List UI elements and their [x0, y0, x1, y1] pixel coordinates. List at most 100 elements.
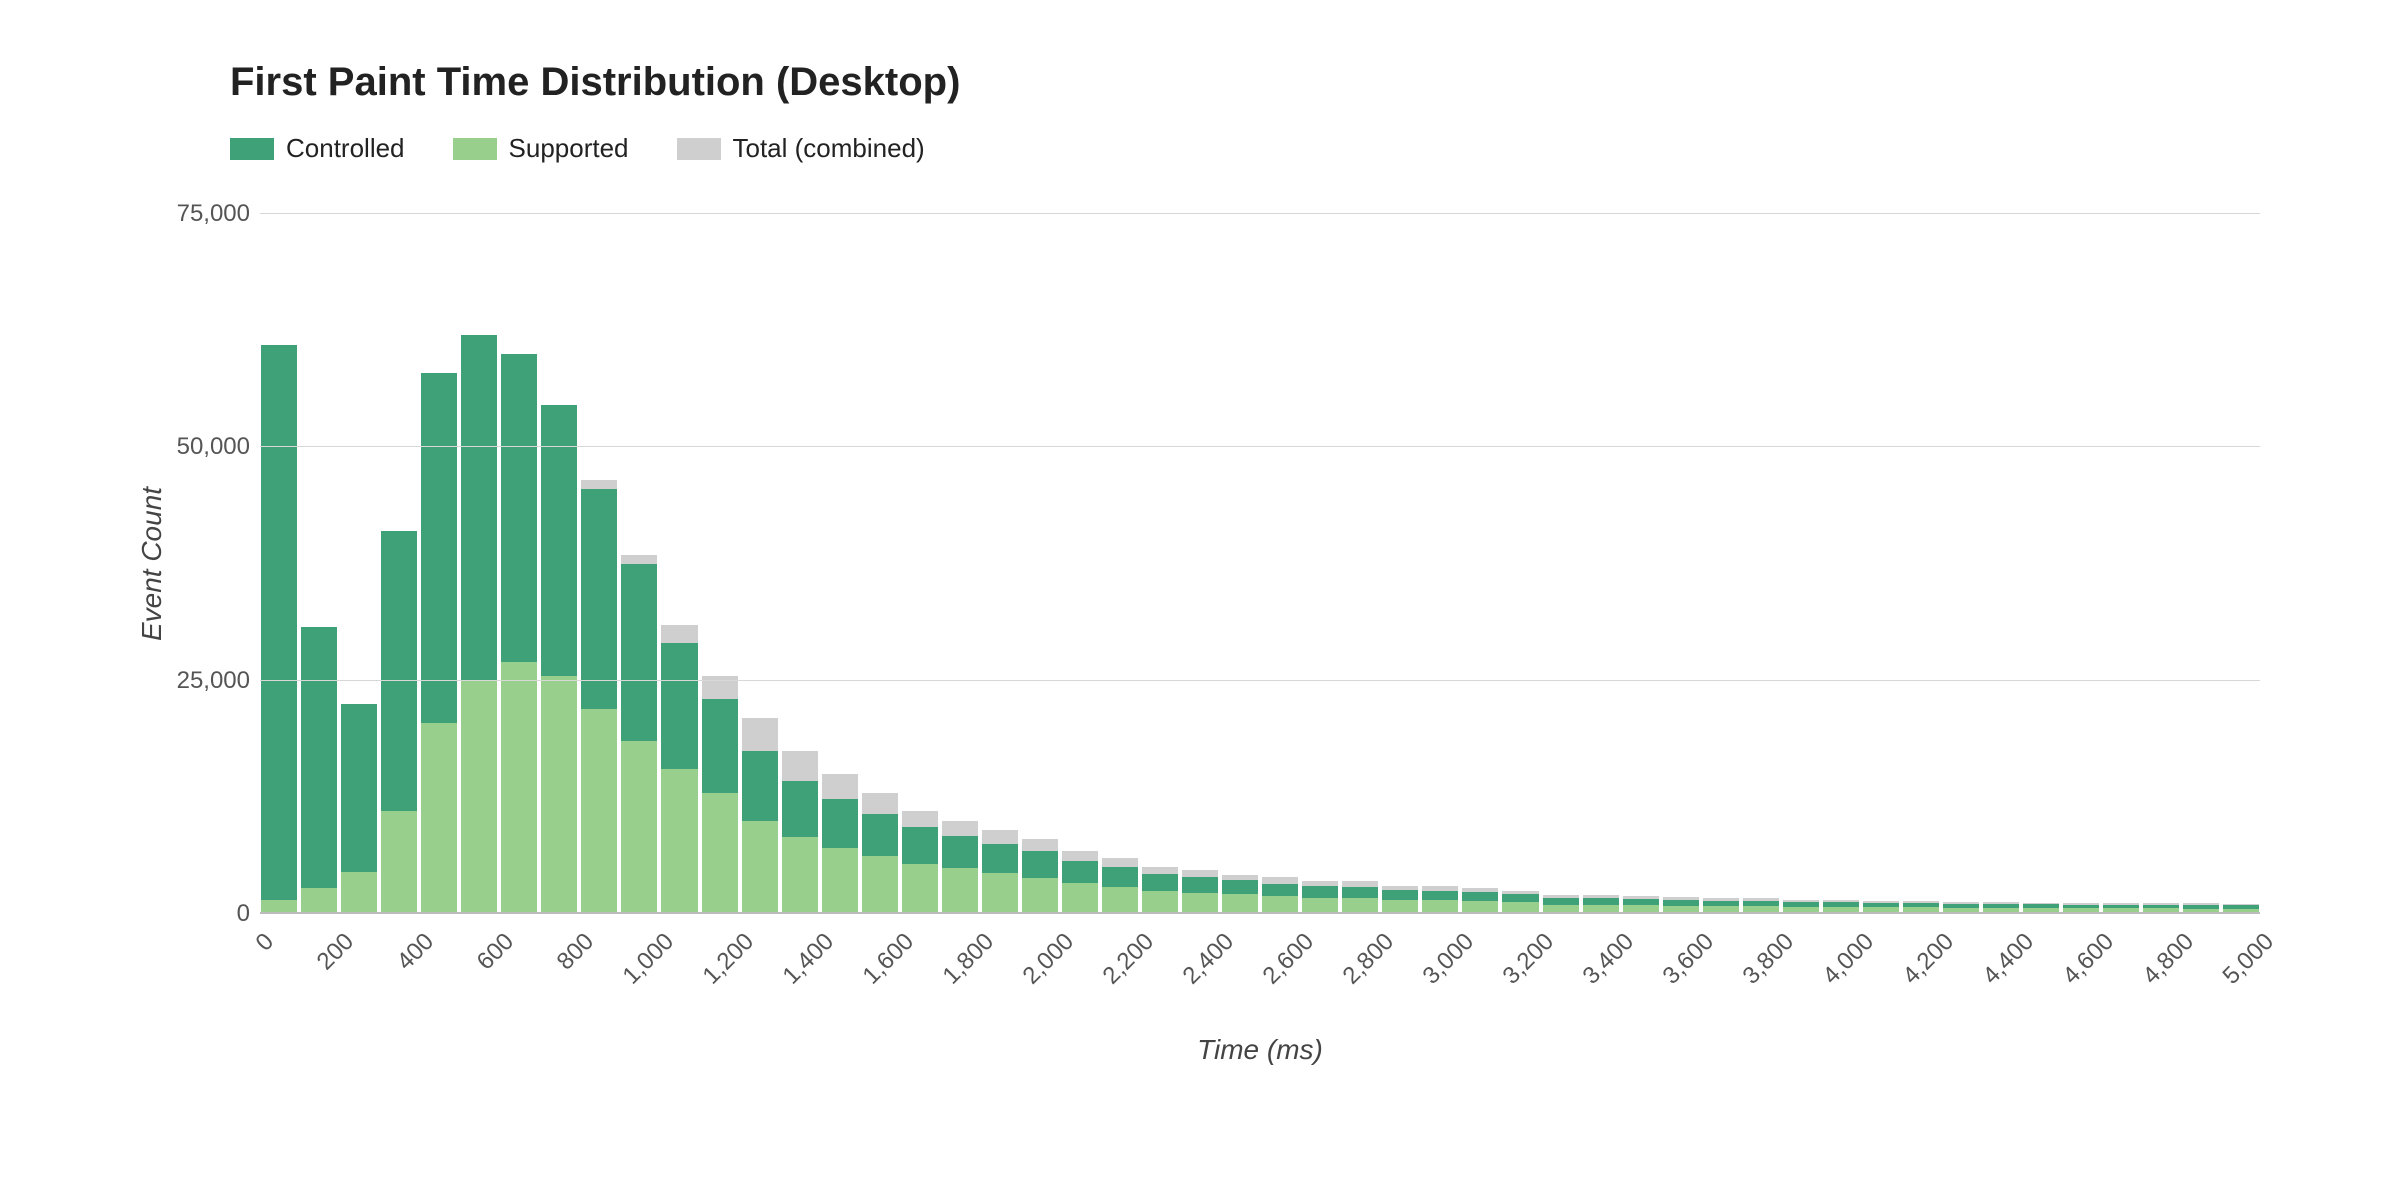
histogram-bin — [1421, 214, 1459, 914]
y-axis: 025,00050,00075,000 — [150, 214, 250, 914]
histogram-bin — [2102, 214, 2140, 914]
histogram-bin — [580, 214, 618, 914]
histogram-bin — [1101, 214, 1139, 914]
grid-line — [260, 680, 2260, 681]
y-tick-label: 75,000 — [150, 200, 250, 228]
x-tick-label: 2,000 — [1060, 928, 1080, 948]
histogram-bin — [1662, 214, 1700, 914]
histogram-bin — [741, 214, 779, 914]
histogram-bin — [1221, 214, 1259, 914]
bar-controlled — [301, 627, 337, 914]
x-tick-label: 1,600 — [900, 928, 920, 948]
x-tick-label: 1,400 — [820, 928, 840, 948]
x-axis-ticks: 02004006008001,0001,2001,4001,6001,8002,… — [260, 928, 2260, 998]
histogram-bin — [1061, 214, 1099, 914]
bar-supported — [541, 676, 577, 914]
x-tick-label: 4,000 — [1860, 928, 1880, 948]
histogram-bin — [380, 214, 418, 914]
bar-supported — [902, 864, 938, 914]
x-tick-label: 1,800 — [980, 928, 1000, 948]
x-tick-label: 4,200 — [1940, 928, 1960, 948]
x-tick-label: 2,200 — [1140, 928, 1160, 948]
histogram-bin — [1381, 214, 1419, 914]
legend-item-controlled: Controlled — [230, 133, 405, 164]
x-tick-label: 1,000 — [660, 928, 680, 948]
histogram-bin — [821, 214, 859, 914]
histogram-bin — [2022, 214, 2060, 914]
y-tick-label: 50,000 — [150, 433, 250, 461]
x-tick-label: 3,800 — [1780, 928, 1800, 948]
histogram-bin — [2062, 214, 2100, 914]
histogram-bin — [500, 214, 538, 914]
x-tick-label: 200 — [340, 928, 360, 948]
legend-label-total: Total (combined) — [733, 133, 925, 164]
histogram-bin — [1021, 214, 1059, 914]
chart-container: First Paint Time Distribution (Desktop) … — [0, 0, 2400, 1200]
x-tick-label: 2,400 — [1220, 928, 1240, 948]
legend-item-supported: Supported — [453, 133, 629, 164]
bar-supported — [1182, 893, 1218, 914]
legend: Controlled Supported Total (combined) — [230, 133, 2260, 164]
bar-supported — [661, 769, 697, 914]
bar-supported — [581, 709, 617, 914]
bar-supported — [742, 821, 778, 914]
histogram-bin — [1742, 214, 1780, 914]
histogram-bin — [781, 214, 819, 914]
histogram-bin — [300, 214, 338, 914]
bar-supported — [982, 873, 1018, 914]
x-tick-label: 4,800 — [2180, 928, 2200, 948]
x-tick-label: 4,400 — [2020, 928, 2040, 948]
y-tick-label: 0 — [150, 900, 250, 928]
histogram-bin — [1582, 214, 1620, 914]
x-axis-title: Time (ms) — [260, 1034, 2260, 1066]
x-tick-label: 600 — [500, 928, 520, 948]
bar-supported — [381, 811, 417, 914]
bar-supported — [1062, 883, 1098, 914]
histogram-bin — [540, 214, 578, 914]
histogram-bin — [1341, 214, 1379, 914]
x-tick-label: 3,200 — [1540, 928, 1560, 948]
x-tick-label: 400 — [420, 928, 440, 948]
histogram-bin — [1622, 214, 1660, 914]
histogram-bin — [1942, 214, 1980, 914]
bar-supported — [461, 681, 497, 914]
legend-swatch-total — [677, 138, 721, 160]
x-tick-label: 5,000 — [2260, 928, 2280, 948]
histogram-bin — [1501, 214, 1539, 914]
x-tick-label: 2,800 — [1380, 928, 1400, 948]
legend-label-supported: Supported — [509, 133, 629, 164]
histogram-bin — [901, 214, 939, 914]
histogram-bin — [340, 214, 378, 914]
histogram-bin — [660, 214, 698, 914]
legend-label-controlled: Controlled — [286, 133, 405, 164]
plot-area: Event Count 025,00050,00075,000 02004006… — [260, 214, 2260, 914]
histogram-bin — [2142, 214, 2180, 914]
histogram-bin — [1982, 214, 2020, 914]
legend-swatch-supported — [453, 138, 497, 160]
bar-supported — [822, 848, 858, 914]
histogram-bin — [1822, 214, 1860, 914]
bar-controlled — [261, 345, 297, 914]
bar-supported — [341, 872, 377, 914]
bars-group — [260, 214, 2260, 914]
y-tick-label: 25,000 — [150, 667, 250, 695]
bar-supported — [1022, 878, 1058, 914]
histogram-bin — [2222, 214, 2260, 914]
bar-supported — [702, 793, 738, 914]
bar-supported — [782, 837, 818, 914]
bar-supported — [421, 723, 457, 914]
histogram-bin — [1782, 214, 1820, 914]
histogram-bin — [1702, 214, 1740, 914]
bar-supported — [1102, 887, 1138, 914]
legend-item-total: Total (combined) — [677, 133, 925, 164]
x-axis-baseline — [260, 912, 2260, 914]
x-tick-label: 3,400 — [1620, 928, 1640, 948]
bar-supported — [862, 856, 898, 914]
bar-supported — [1142, 891, 1178, 914]
histogram-bin — [861, 214, 899, 914]
bar-supported — [501, 662, 537, 914]
grid-line — [260, 446, 2260, 447]
histogram-bin — [981, 214, 1019, 914]
bar-supported — [942, 868, 978, 914]
histogram-bin — [460, 214, 498, 914]
